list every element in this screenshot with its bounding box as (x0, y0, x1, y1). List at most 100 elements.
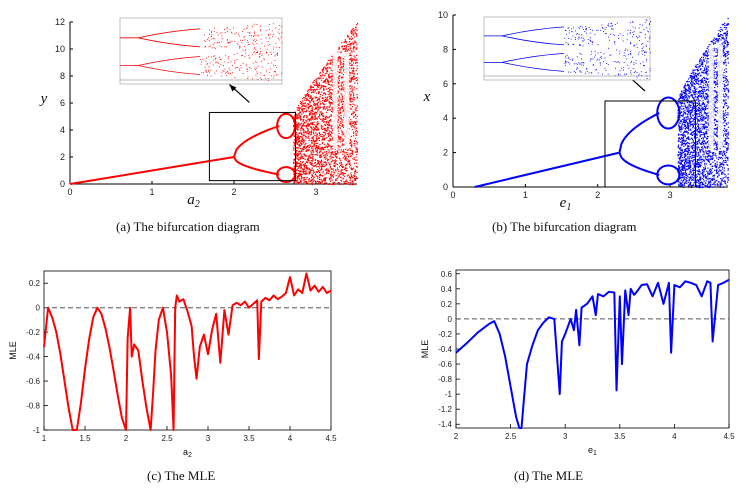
chaos-point (301, 173, 303, 176)
chaos-point (699, 79, 702, 82)
chaos-point (316, 148, 318, 150)
chaos-point (304, 145, 306, 147)
inset-chaos-point (226, 40, 228, 42)
chaos-point (302, 125, 304, 127)
chaos-point (308, 114, 310, 116)
chaos-point (307, 118, 309, 120)
chaos-point (687, 113, 689, 115)
chaos-point (324, 129, 326, 131)
chaos-point (293, 180, 296, 183)
inset-chaos-point (269, 71, 271, 73)
chaos-point (699, 93, 701, 95)
chaos-point (302, 148, 304, 150)
chaos-point (722, 34, 724, 36)
chaos-point (724, 22, 726, 24)
chaos-point (681, 144, 684, 146)
chaos-point (348, 177, 350, 179)
chaos-point (699, 151, 701, 153)
chaos-point (330, 135, 332, 138)
chaos-point (680, 184, 682, 186)
chaos-point (322, 70, 324, 72)
chaos-point (687, 89, 689, 92)
chaos-point (693, 156, 696, 158)
chaos-point (352, 183, 355, 185)
chaos-point (300, 170, 302, 173)
chaos-point (696, 148, 698, 150)
chaos-point (677, 120, 679, 122)
chaos-point (351, 51, 353, 53)
chaos-point (320, 134, 322, 136)
chaos-point (351, 151, 354, 153)
chaos-point (684, 90, 686, 92)
inset-chaos-point (249, 32, 250, 34)
chaos-point (697, 98, 700, 100)
inset-chaos-point (223, 70, 225, 72)
chaos-point (691, 111, 693, 114)
chaos-point (334, 165, 336, 167)
chaos-point (352, 154, 354, 156)
chaos-point (305, 142, 307, 145)
chaos-point (703, 109, 705, 111)
chaos-point (688, 86, 690, 89)
chaos-point (725, 39, 727, 41)
inset-chaos-point (201, 61, 203, 63)
chaos-point (692, 123, 694, 125)
chaos-point (694, 123, 696, 125)
chaos-point (322, 71, 324, 73)
chaos-point (715, 84, 717, 86)
chaos-point (678, 178, 681, 180)
chaos-point (350, 67, 353, 70)
chaos-point (330, 131, 333, 133)
inset-chaos-point (201, 72, 203, 74)
chaos-point (356, 153, 358, 156)
x-tick-label: 1 (523, 190, 528, 200)
chaos-point (350, 64, 352, 66)
chaos-point (305, 136, 307, 138)
chaos-point (726, 33, 728, 35)
chaos-point (313, 153, 315, 156)
chaos-point (700, 181, 702, 183)
inset-chaos-point (211, 30, 212, 32)
chaos-point (343, 155, 346, 157)
chaos-point (318, 91, 321, 93)
chaos-point (354, 128, 356, 130)
chaos-point (326, 63, 328, 65)
chaos-point (687, 156, 689, 158)
chaos-point (704, 142, 706, 144)
chaos-point (337, 115, 339, 117)
chaos-point (327, 96, 329, 98)
chaos-point (348, 149, 350, 151)
chaos-point (323, 139, 325, 141)
chaos-point (297, 176, 299, 178)
chaos-point (300, 119, 302, 121)
chaos-point (298, 124, 300, 126)
chaos-point (318, 108, 320, 110)
inset-chaos-point (271, 62, 273, 64)
chaos-point (702, 93, 704, 95)
chaos-point (301, 137, 303, 139)
chaos-point (300, 108, 303, 111)
chaos-point (304, 122, 306, 124)
chaos-point (314, 148, 316, 150)
chaos-point (342, 101, 344, 103)
chaos-point (313, 81, 315, 83)
chaos-point (696, 166, 698, 168)
chaos-point (318, 146, 320, 148)
chaos-point (355, 159, 357, 161)
chaos-point (340, 84, 342, 86)
chaos-point (696, 117, 698, 120)
chaos-point (725, 81, 727, 84)
chaos-point (693, 118, 695, 120)
chaos-point (691, 102, 693, 104)
chaos-point (349, 80, 352, 82)
chaos-point (696, 175, 698, 177)
chaos-point (344, 154, 346, 156)
chaos-point (321, 120, 323, 122)
chaos-point (356, 29, 358, 32)
chaos-point (294, 154, 296, 156)
inset-chaos-point (256, 43, 258, 45)
chaos-point (323, 85, 325, 87)
chaos-point (342, 73, 344, 76)
chaos-point (711, 41, 713, 43)
chaos-point (727, 83, 729, 85)
